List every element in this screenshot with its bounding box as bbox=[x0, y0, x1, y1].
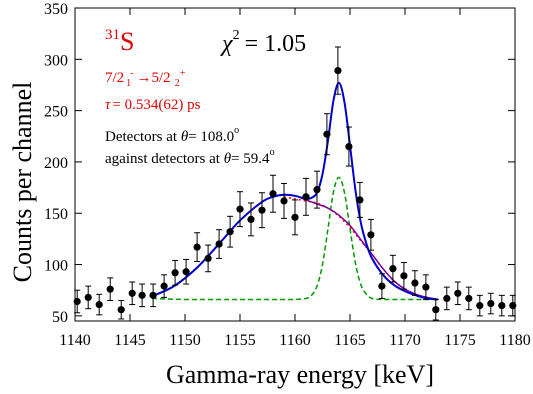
data-point bbox=[128, 289, 136, 297]
x-tick-label: 1160 bbox=[279, 332, 310, 349]
data-point bbox=[487, 299, 495, 308]
transition-label: 7/2 1- →5/2 2+ bbox=[105, 68, 186, 89]
x-tick-label: 1145 bbox=[114, 332, 145, 349]
data-point bbox=[117, 306, 125, 314]
total-fit-line bbox=[151, 81, 439, 301]
data-point bbox=[313, 186, 321, 194]
x-tick-label: 1165 bbox=[334, 332, 365, 349]
data-point bbox=[160, 282, 168, 290]
data-point bbox=[193, 243, 201, 251]
data-point bbox=[498, 302, 506, 310]
y-tick-label: 250 bbox=[44, 104, 68, 121]
data-point bbox=[182, 268, 190, 276]
y-tick-label: 350 bbox=[44, 1, 68, 18]
y-axis-ticks: 50 100 150 200 250 300 350 bbox=[44, 1, 515, 326]
data-point bbox=[204, 254, 212, 262]
y-tick-label: 100 bbox=[44, 258, 68, 275]
data-point bbox=[476, 302, 484, 310]
x-tick-label: 1170 bbox=[389, 332, 420, 349]
data-point bbox=[465, 294, 473, 303]
data-point bbox=[367, 231, 375, 239]
detector-angle-line2: against detectors at θ= 59.4o bbox=[105, 147, 275, 167]
data-point bbox=[302, 193, 310, 201]
data-points-layer bbox=[73, 46, 517, 321]
data-point bbox=[236, 205, 244, 213]
data-point bbox=[378, 282, 386, 290]
data-point bbox=[454, 289, 462, 297]
x-axis-label: Gamma-ray energy [keV] bbox=[166, 360, 434, 389]
y-axis-label: Counts per channel bbox=[8, 82, 37, 283]
nucleus-label: 31S bbox=[105, 27, 134, 56]
data-point bbox=[138, 291, 146, 299]
data-point bbox=[84, 293, 92, 301]
data-point bbox=[149, 291, 157, 299]
data-point bbox=[291, 213, 299, 221]
data-point bbox=[323, 130, 331, 138]
data-point bbox=[95, 300, 103, 309]
y-tick-label: 200 bbox=[44, 155, 68, 172]
data-point bbox=[171, 269, 179, 277]
data-point bbox=[247, 215, 255, 224]
x-tick-label: 1175 bbox=[444, 332, 475, 349]
data-point bbox=[432, 306, 440, 314]
data-point bbox=[226, 228, 234, 236]
data-point bbox=[258, 206, 266, 214]
x-axis-ticks: 1140 1145 1150 1155 1160 1165 1170 1175 1180 bbox=[59, 8, 531, 349]
data-point bbox=[356, 196, 364, 204]
data-point bbox=[411, 279, 419, 287]
dsam-component-line bbox=[283, 196, 406, 290]
x-tick-label: 1150 bbox=[169, 332, 200, 349]
detector-angle-line1: Detectors at θ= 108.0o bbox=[105, 125, 239, 145]
chi-square-label: χ2 = 1.05 bbox=[220, 28, 306, 57]
x-tick-label: 1155 bbox=[224, 332, 255, 349]
data-point bbox=[106, 285, 114, 293]
data-point bbox=[400, 272, 408, 280]
data-point bbox=[215, 240, 223, 248]
data-point bbox=[334, 67, 342, 75]
y-tick-label: 300 bbox=[44, 52, 68, 69]
x-tick-label: 1140 bbox=[59, 332, 90, 349]
x-tick-label: 1180 bbox=[499, 332, 530, 349]
data-point bbox=[422, 283, 430, 291]
data-point bbox=[389, 265, 397, 273]
data-point bbox=[280, 197, 288, 205]
y-tick-label: 50 bbox=[52, 309, 68, 326]
data-point bbox=[345, 142, 353, 151]
lifetime-label: τ = 0.534(62) ps bbox=[105, 97, 201, 113]
data-point bbox=[269, 190, 277, 198]
data-point bbox=[443, 294, 451, 303]
y-tick-label: 150 bbox=[44, 206, 68, 223]
